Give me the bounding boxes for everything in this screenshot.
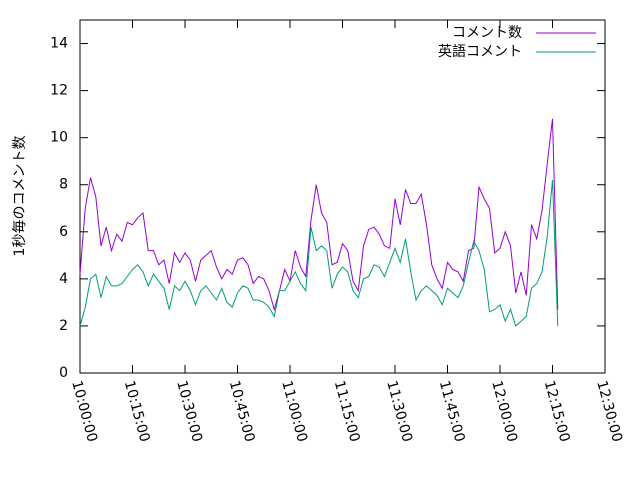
x-tick-label: 11:15:00 bbox=[331, 379, 363, 444]
y-tick-label: 12 bbox=[50, 83, 68, 99]
plot-frame bbox=[79, 19, 606, 374]
x-tick-label: 11:30:00 bbox=[383, 379, 415, 444]
y-tick-label: 10 bbox=[50, 130, 68, 146]
y-tick-label: 6 bbox=[59, 224, 68, 240]
x-tick-label: 11:45:00 bbox=[436, 379, 468, 444]
x-tick-label: 12:00:00 bbox=[488, 379, 520, 444]
y-tick-label: 4 bbox=[59, 271, 68, 287]
x-tick-label: 11:00:00 bbox=[278, 379, 310, 444]
y-tick-label: 14 bbox=[50, 36, 68, 52]
series-line bbox=[79, 179, 559, 327]
legend-label: 英語コメント bbox=[438, 43, 522, 60]
x-tick-label: 12:30:00 bbox=[593, 379, 625, 444]
x-tick-label: 10:00:00 bbox=[68, 379, 100, 444]
x-tick-label: 12:15:00 bbox=[541, 379, 573, 444]
legend-label: コメント数 bbox=[452, 25, 522, 41]
y-axis-label: 1秒毎のコメント数 bbox=[12, 136, 28, 257]
x-tick-label: 10:45:00 bbox=[226, 379, 258, 444]
y-tick-label: 2 bbox=[59, 318, 68, 334]
x-tick-label: 10:15:00 bbox=[121, 379, 153, 444]
x-tick-label: 10:30:00 bbox=[173, 379, 205, 444]
series-line bbox=[79, 118, 559, 312]
y-tick-label: 0 bbox=[59, 365, 68, 381]
y-tick-label: 8 bbox=[59, 177, 68, 193]
